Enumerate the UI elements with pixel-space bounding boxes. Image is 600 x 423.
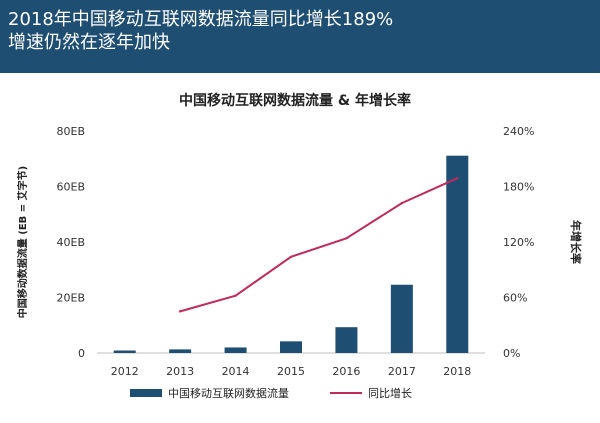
- bar-2013: [169, 349, 192, 353]
- bar-2018: [446, 155, 469, 353]
- growth-point-2013: [178, 310, 182, 313]
- y-tick-label-left: 80EB: [57, 125, 86, 138]
- bar-2016: [335, 327, 358, 353]
- growth-point-2015: [289, 255, 293, 258]
- x-tick-label: 2012: [111, 365, 139, 378]
- y-tick-label-right: 240%: [503, 125, 534, 138]
- y-tick-label-left: 40EB: [57, 236, 86, 249]
- x-tick-label: 2013: [166, 365, 194, 378]
- y-tick-label-left: 60EB: [57, 181, 86, 194]
- y-axis-title-right: 年增长率: [569, 220, 583, 264]
- growth-point-2017: [400, 201, 404, 205]
- x-tick-label: 2018: [443, 365, 471, 378]
- x-tick-label: 2016: [332, 365, 360, 378]
- x-tick-label: 2015: [277, 365, 305, 378]
- y-axis-title-left: 中国移动数据流量 (EB = 艾字节): [16, 166, 29, 318]
- bar-2012: [113, 350, 136, 353]
- x-tick-label: 2014: [222, 365, 250, 378]
- legend-label-line: 同比增长: [368, 386, 412, 400]
- growth-point-2014: [234, 294, 237, 297]
- y-tick-label-right: 120%: [503, 236, 534, 249]
- growth-point-2016: [345, 237, 348, 240]
- bar-2017: [390, 284, 413, 353]
- y-tick-label-right: 0%: [503, 347, 520, 360]
- chart-area: 中国移动互联网数据流量 & 年增长率 0 20EB 40EB 60EB 80EB 0% 60…: [0, 73, 600, 419]
- chart-svg: 中国移动互联网数据流量 & 年增长率 0 20EB 40EB 60EB 80EB 0% 60…: [16, 92, 583, 400]
- bar-2014: [224, 347, 247, 353]
- y-tick-label-right: 60%: [503, 292, 527, 305]
- y-tick-label-left: 0: [78, 347, 85, 360]
- chart-title: 中国移动互联网数据流量 & 年增长率: [179, 92, 411, 109]
- header-title: 2018年中国移动互联网数据流量同比增长189% 增速仍然在逐年加快: [8, 8, 593, 54]
- y-tick-label-right: 180%: [503, 181, 534, 194]
- header-title-line2: 增速仍然在逐年加快: [8, 32, 170, 53]
- legend-label-bar: 中国移动互联网数据流量: [168, 386, 289, 400]
- y-tick-label-left: 20EB: [57, 292, 86, 305]
- header-title-line1: 2018年中国移动互联网数据流量同比增长189%: [8, 9, 394, 30]
- header-banner: 2018年中国移动互联网数据流量同比增长189% 增速仍然在逐年加快: [0, 0, 600, 73]
- bar-2015: [280, 341, 302, 353]
- growth-point-2018: [456, 176, 459, 180]
- legend-swatch-bar: [130, 389, 162, 397]
- growth-rate-line: [179, 177, 458, 313]
- x-tick-label: 2017: [388, 365, 416, 378]
